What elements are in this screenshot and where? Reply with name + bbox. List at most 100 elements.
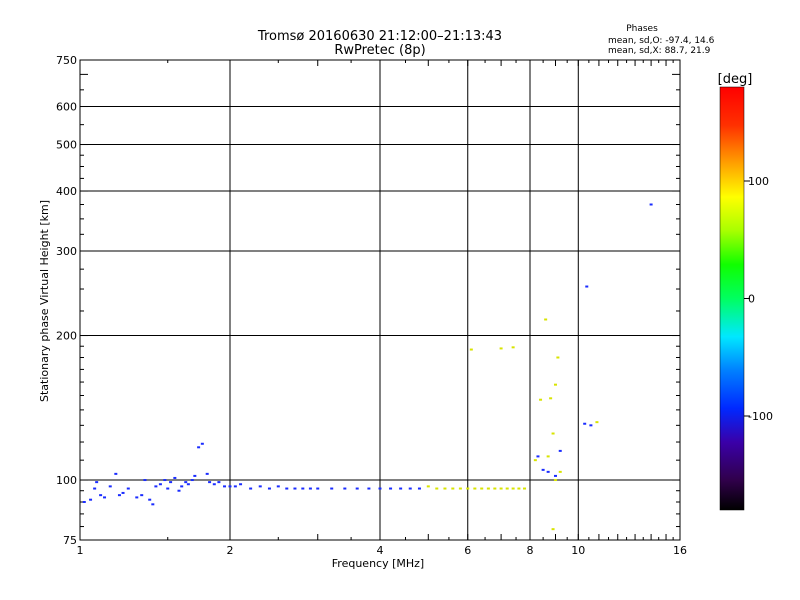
y-tick-label: 200 bbox=[56, 330, 77, 343]
data-point bbox=[511, 487, 515, 490]
data-point bbox=[258, 485, 262, 488]
data-point bbox=[135, 496, 139, 499]
data-point bbox=[558, 470, 562, 473]
data-point bbox=[469, 348, 473, 351]
data-point bbox=[473, 487, 477, 490]
data-point bbox=[458, 487, 462, 490]
colorbar-tick-label: 0 bbox=[748, 293, 755, 306]
data-point bbox=[180, 485, 184, 488]
data-point bbox=[595, 421, 599, 424]
phases-line-x: mean, sd,X: 88.7, 21.9 bbox=[608, 46, 711, 56]
y-tick-label: 100 bbox=[56, 474, 77, 487]
y-tick-label: 400 bbox=[56, 185, 77, 198]
data-point bbox=[140, 494, 144, 497]
data-point bbox=[399, 487, 403, 490]
colorbar bbox=[719, 86, 745, 511]
data-point bbox=[558, 449, 562, 452]
x-tick-labels: 1 2 4 6 8 10 16 bbox=[77, 544, 688, 557]
x-tick-label: 6 bbox=[464, 544, 471, 557]
x-tick-label: 10 bbox=[571, 544, 585, 557]
data-point bbox=[197, 446, 201, 449]
data-point bbox=[435, 487, 439, 490]
data-point bbox=[316, 487, 320, 490]
data-point bbox=[493, 487, 497, 490]
data-point bbox=[553, 479, 557, 482]
data-point bbox=[163, 479, 167, 482]
y-axis-label: Stationary phase Virtual Height [km] bbox=[38, 200, 51, 402]
data-point bbox=[417, 487, 421, 490]
data-point bbox=[186, 483, 190, 486]
data-point bbox=[378, 487, 382, 490]
data-point bbox=[177, 489, 181, 492]
data-point bbox=[190, 479, 194, 482]
data-point bbox=[151, 503, 155, 506]
x-axis-label: Frequency [MHz] bbox=[332, 557, 424, 570]
chart-title: Tromsø 20160630 21:12:00–21:13:43 bbox=[257, 29, 502, 44]
data-point bbox=[451, 487, 455, 490]
data-point bbox=[533, 459, 537, 462]
data-point bbox=[103, 496, 107, 499]
data-point bbox=[212, 483, 216, 486]
data-point bbox=[193, 474, 197, 477]
data-point bbox=[217, 481, 221, 484]
data-point bbox=[466, 487, 470, 490]
data-point bbox=[143, 479, 147, 482]
x-tick-label: 8 bbox=[527, 544, 534, 557]
data-point bbox=[267, 487, 271, 490]
y-tick-label: 750 bbox=[56, 54, 77, 67]
data-point bbox=[511, 346, 515, 349]
data-point bbox=[499, 487, 503, 490]
data-point bbox=[169, 481, 173, 484]
y-tick-label: 300 bbox=[56, 245, 77, 258]
data-point bbox=[556, 356, 560, 359]
y-tick-label: 600 bbox=[56, 101, 77, 114]
data-point bbox=[343, 487, 347, 490]
chart-subtitle: RwPretec (8p) bbox=[334, 43, 425, 58]
data-point bbox=[544, 318, 548, 321]
data-point bbox=[108, 485, 112, 488]
data-point bbox=[223, 485, 227, 488]
data-point bbox=[89, 498, 93, 501]
data-point bbox=[649, 203, 653, 206]
y-tick-label: 75 bbox=[63, 534, 77, 547]
data-point bbox=[546, 455, 550, 458]
data-point bbox=[486, 487, 490, 490]
x-tick-label: 16 bbox=[673, 544, 687, 557]
phases-heading: Phases bbox=[626, 24, 658, 34]
colorbar-tick-label: -100 bbox=[748, 410, 773, 423]
data-point bbox=[200, 442, 204, 445]
data-point bbox=[249, 487, 253, 490]
data-point bbox=[308, 487, 312, 490]
data-point bbox=[82, 500, 86, 503]
data-point bbox=[589, 424, 593, 427]
data-point bbox=[184, 481, 188, 484]
data-point bbox=[114, 472, 118, 475]
data-point bbox=[233, 485, 237, 488]
colorbar-tick-label: 100 bbox=[748, 175, 769, 188]
data-point bbox=[499, 347, 503, 350]
data-point bbox=[367, 487, 371, 490]
data-point bbox=[95, 481, 99, 484]
data-point bbox=[154, 485, 158, 488]
data-point bbox=[173, 476, 177, 479]
data-point bbox=[553, 474, 557, 477]
grid-lines bbox=[80, 60, 680, 540]
data-point bbox=[541, 468, 545, 471]
data-point bbox=[523, 487, 527, 490]
phases-line-o: mean, sd,O: -97.4, 14.6 bbox=[608, 36, 715, 46]
data-point bbox=[517, 487, 521, 490]
data-point bbox=[539, 398, 543, 401]
data-point bbox=[536, 455, 540, 458]
x-tick-label: 1 bbox=[77, 544, 84, 557]
data-point bbox=[330, 487, 334, 490]
data-point bbox=[551, 432, 555, 435]
data-point bbox=[158, 483, 162, 486]
data-point bbox=[389, 487, 393, 490]
plot-frame bbox=[79, 59, 681, 541]
data-point bbox=[505, 487, 509, 490]
colorbar-label: [deg] bbox=[718, 72, 753, 87]
x-tick-label: 4 bbox=[377, 544, 384, 557]
data-point bbox=[239, 483, 243, 486]
data-point bbox=[276, 485, 280, 488]
data-point bbox=[228, 485, 232, 488]
